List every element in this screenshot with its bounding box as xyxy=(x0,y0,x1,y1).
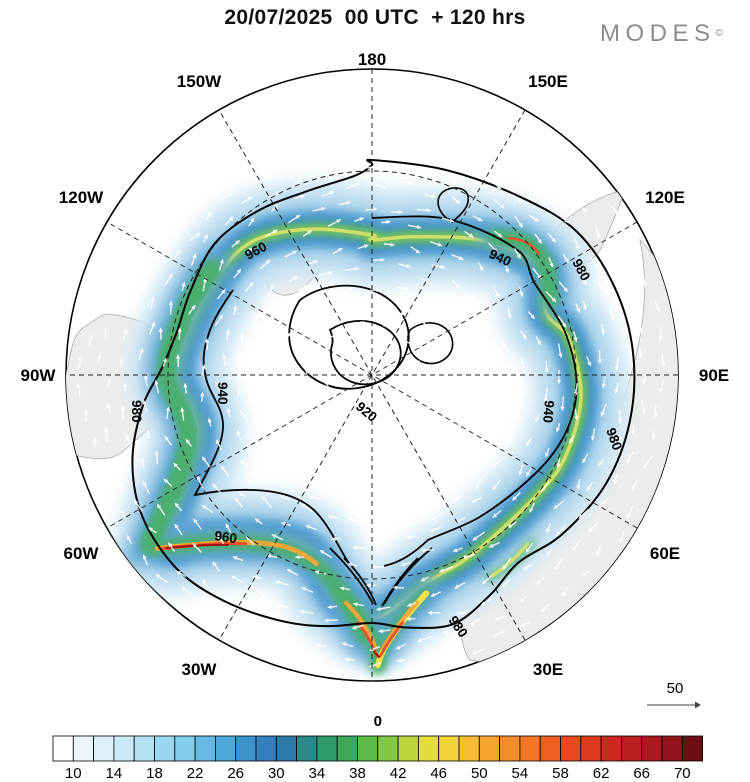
svg-text:18: 18 xyxy=(146,765,163,782)
svg-text:10: 10 xyxy=(65,765,82,782)
svg-text:940: 940 xyxy=(215,382,230,405)
svg-text:60E: 60E xyxy=(650,544,680,563)
svg-text:70: 70 xyxy=(674,765,691,782)
svg-text:50: 50 xyxy=(471,765,488,782)
svg-text:90E: 90E xyxy=(699,366,729,385)
svg-text:90W: 90W xyxy=(21,366,57,385)
svg-text:30E: 30E xyxy=(533,660,563,679)
svg-text:22: 22 xyxy=(187,765,204,782)
svg-text:54: 54 xyxy=(512,765,529,782)
svg-text:42: 42 xyxy=(390,765,407,782)
svg-text:58: 58 xyxy=(552,765,569,782)
svg-text:50: 50 xyxy=(667,680,684,697)
svg-text:30W: 30W xyxy=(182,660,218,679)
svg-text:30: 30 xyxy=(268,765,285,782)
svg-text:60W: 60W xyxy=(64,544,100,563)
svg-text:960: 960 xyxy=(214,528,238,546)
svg-text:46: 46 xyxy=(430,765,447,782)
svg-text:38: 38 xyxy=(349,765,366,782)
svg-text:34: 34 xyxy=(309,765,326,782)
svg-text:0: 0 xyxy=(374,713,382,730)
svg-text:150E: 150E xyxy=(528,72,568,91)
svg-text:120E: 120E xyxy=(645,188,685,207)
svg-text:120W: 120W xyxy=(59,188,104,207)
svg-text:66: 66 xyxy=(633,765,650,782)
svg-text:180: 180 xyxy=(358,50,386,69)
svg-text:150W: 150W xyxy=(177,72,222,91)
svg-text:62: 62 xyxy=(593,765,610,782)
svg-text:980: 980 xyxy=(129,400,144,423)
svg-text:940: 940 xyxy=(540,400,557,424)
svg-text:14: 14 xyxy=(106,765,123,782)
svg-text:26: 26 xyxy=(227,765,244,782)
